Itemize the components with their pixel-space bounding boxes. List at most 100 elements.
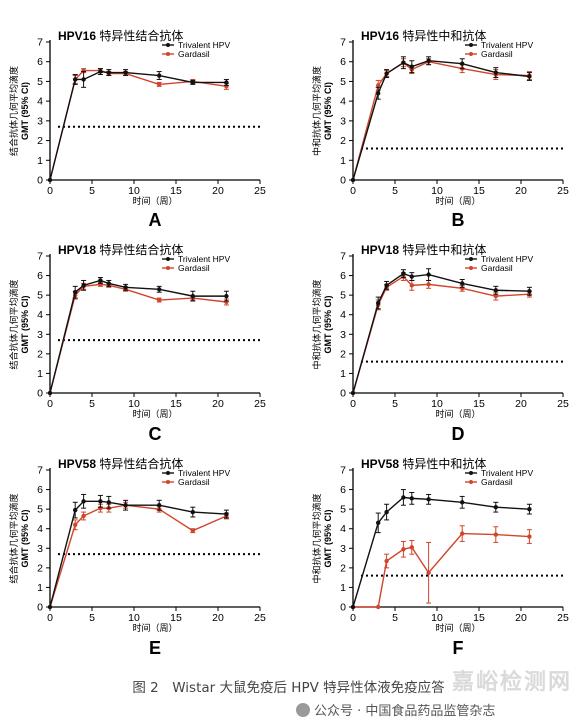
data-point: [47, 390, 53, 396]
data-point: [224, 80, 229, 85]
data-point: [350, 390, 356, 396]
y-tick-label: 3: [340, 115, 346, 127]
series-line: [352, 60, 530, 181]
x-tick-label: 15: [170, 185, 182, 197]
series-gardasil: [47, 281, 229, 396]
chart-title-rest: 特异性结合抗体: [99, 456, 183, 471]
y-tick-label: 0: [340, 602, 346, 614]
legend-label: Gardasil: [481, 263, 513, 273]
legend-marker: [166, 257, 170, 261]
legend-label: Trivalent HPV: [481, 468, 533, 478]
y-tick-label: 3: [340, 543, 346, 555]
x-tick-label: 25: [557, 612, 569, 624]
series-line: [49, 279, 227, 394]
data-point: [527, 289, 532, 294]
chart-title-hpv: HPV58: [361, 457, 402, 471]
x-tick-label: 0: [47, 398, 53, 410]
y-tick-label: 4: [37, 523, 43, 535]
data-point: [376, 604, 381, 610]
x-tick-label: 25: [254, 398, 266, 410]
data-point: [409, 274, 414, 279]
y-tick-label: 3: [340, 329, 346, 341]
data-point: [460, 500, 465, 505]
chart-title: HPV16 特异性中和抗体: [361, 28, 486, 43]
y-tick-label: 4: [340, 96, 346, 108]
y-axis-label-en: GMT (95% CI): [323, 82, 333, 140]
y-tick-label: 4: [37, 309, 43, 321]
y-tick-label: 1: [37, 155, 43, 167]
x-tick-label: 10: [128, 398, 140, 410]
series-line: [352, 496, 530, 608]
y-axis-label-cn: 结合抗体几何平均滴度: [8, 493, 19, 583]
legend-marker: [469, 471, 473, 475]
legend-marker: [469, 480, 473, 484]
y-tick-label: 7: [37, 251, 43, 263]
series-trivalent-hpv: [350, 268, 532, 396]
watermark-account: 公众号 · 中国食品药品监管杂志: [296, 700, 495, 719]
series-line: [49, 283, 227, 394]
legend-label: Trivalent HPV: [178, 254, 230, 264]
legend-marker: [166, 43, 170, 47]
y-tick-label: 5: [340, 76, 346, 88]
x-axis-label: 时间（周）: [132, 195, 177, 206]
y-tick-label: 7: [340, 465, 346, 477]
data-point: [384, 558, 389, 564]
y-tick-label: 7: [37, 37, 43, 49]
data-point: [350, 604, 356, 610]
y-tick-label: 2: [340, 135, 346, 147]
x-tick-label: 5: [89, 398, 95, 410]
chart-panel-f: 0 1 2 3 4 5 6 7 0 5 10 15 20 25 时间（周） 中和抗体几何平均滴度 GMT (95…: [311, 456, 569, 658]
y-tick-label: 5: [37, 290, 43, 302]
series-gardasil: [47, 68, 229, 183]
data-point: [376, 520, 381, 526]
x-tick-label: 0: [350, 185, 356, 197]
series-gardasil: [350, 525, 532, 610]
x-axis-label: 时间（周）: [435, 622, 480, 633]
data-point: [106, 281, 112, 286]
x-tick-label: 20: [515, 398, 527, 410]
data-point: [106, 500, 112, 505]
data-point: [384, 283, 389, 288]
data-point: [123, 70, 128, 75]
series-trivalent-hpv: [47, 68, 229, 183]
x-tick-label: 25: [254, 612, 266, 624]
x-tick-label: 10: [431, 398, 443, 410]
data-point: [527, 74, 532, 79]
y-tick-label: 1: [340, 155, 346, 167]
y-axis-label-cn: 中和抗体几何平均滴度: [311, 493, 322, 583]
x-axis-label: 时间（周）: [435, 408, 480, 419]
x-tick-label: 25: [557, 398, 569, 410]
y-axis-label-en: GMT (95% CI): [20, 82, 30, 140]
data-point: [409, 545, 414, 550]
y-tick-label: 3: [37, 329, 43, 341]
x-tick-label: 15: [473, 398, 485, 410]
series-trivalent-hpv: [350, 56, 532, 183]
x-tick-label: 10: [128, 185, 140, 197]
data-point: [106, 70, 112, 75]
data-point: [81, 77, 86, 82]
legend-marker: [166, 52, 170, 56]
panel-letter: D: [452, 424, 465, 444]
legend-label: Gardasil: [178, 263, 210, 273]
data-point: [527, 534, 532, 539]
legend-label: Trivalent HPV: [481, 254, 533, 264]
x-tick-label: 5: [392, 612, 398, 624]
series-line: [353, 532, 530, 608]
data-point: [376, 83, 381, 88]
x-tick-label: 10: [431, 185, 443, 197]
data-point: [426, 570, 431, 575]
y-tick-label: 2: [340, 348, 346, 360]
series-trivalent-hpv: [47, 493, 229, 610]
y-axis-label-en: GMT (95% CI): [323, 509, 333, 567]
y-tick-label: 6: [340, 484, 346, 496]
chart-title-hpv: HPV16: [58, 29, 99, 43]
data-point: [98, 278, 103, 283]
panel-letter: A: [149, 210, 162, 230]
data-point: [190, 528, 195, 533]
legend-marker: [469, 52, 473, 56]
legend-label: Trivalent HPV: [481, 40, 533, 50]
series-line: [49, 504, 227, 608]
legend-label: Gardasil: [481, 49, 513, 59]
x-tick-label: 20: [212, 398, 224, 410]
y-axis-label-en: GMT (95% CI): [20, 295, 30, 353]
